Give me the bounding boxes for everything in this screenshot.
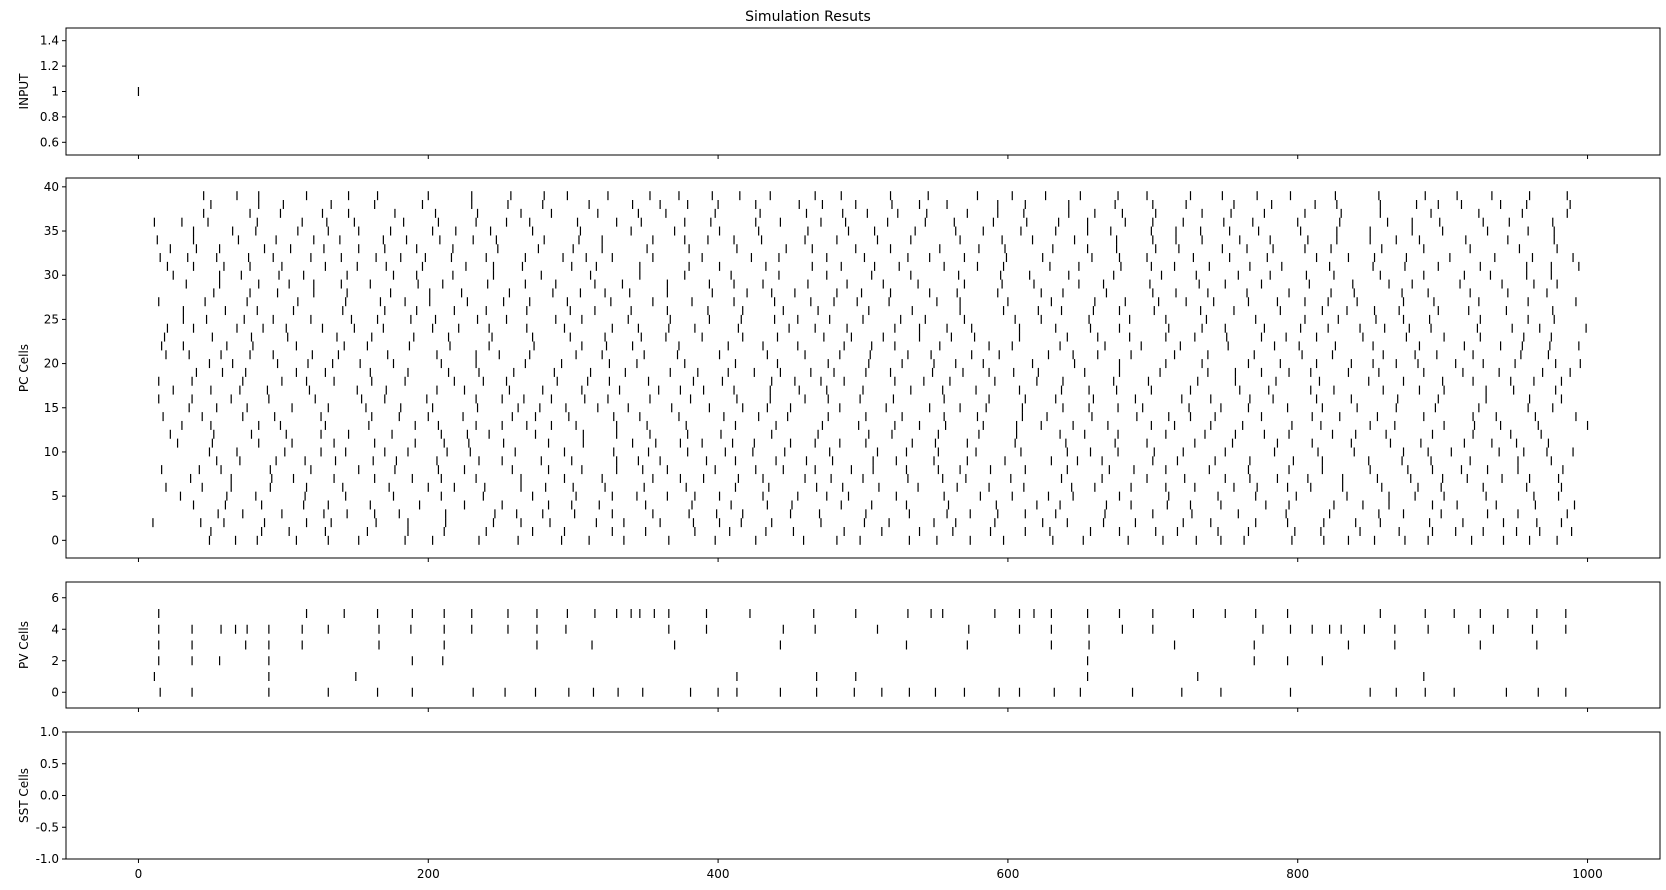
x-tick-label: 400 — [707, 867, 730, 881]
y-tick-label: 6 — [51, 591, 59, 605]
x-tick-label: 1000 — [1572, 867, 1603, 881]
y-tick-label: 35 — [44, 224, 59, 238]
y-axis-label: SST Cells — [17, 768, 31, 823]
y-tick-label: 40 — [44, 180, 59, 194]
y-tick-label: 1 — [51, 85, 59, 99]
x-tick-label: 600 — [996, 867, 1019, 881]
y-axis-label: PV Cells — [17, 621, 31, 669]
y-tick-label: 0 — [51, 533, 59, 547]
x-tick-label: 800 — [1286, 867, 1309, 881]
y-tick-label: 0.0 — [40, 789, 59, 803]
panel-pc-cells: 0 5 10 15 20 25 30 35 40 PC Cells — [17, 177, 1661, 562]
axes-frame — [65, 177, 1661, 559]
y-tick-label: 5 — [51, 489, 59, 503]
y-tick-label: 0 — [51, 685, 59, 699]
panel-input: 0.6 0.8 1 1.2 1.4 INPUT — [17, 27, 1661, 159]
panel-sst-cells: -1.0 -0.5 0.0 0.5 1.0 SST Cells 0 200 400 600 800 1… — [17, 725, 1661, 881]
y-tick-label: 2 — [51, 654, 59, 668]
panel-pv-cells: 0 2 4 6 PV Cells — [17, 581, 1661, 712]
y-tick-label: 0.6 — [40, 135, 59, 149]
spike-raster — [152, 191, 1589, 545]
spike-raster — [153, 609, 1567, 697]
x-tick-label: 0 — [135, 867, 143, 881]
y-axis-label: INPUT — [17, 73, 31, 110]
y-tick-label: 4 — [51, 622, 59, 636]
y-tick-label: 25 — [44, 312, 59, 326]
y-tick-label: 1.4 — [40, 34, 59, 48]
y-tick-label: 10 — [44, 445, 59, 459]
y-tick-label: 1.0 — [40, 725, 59, 739]
y-tick-label: -0.5 — [36, 820, 59, 834]
y-tick-label: 1.2 — [40, 59, 59, 73]
y-tick-label: 0.8 — [40, 110, 59, 124]
y-axis-label: PC Cells — [17, 344, 31, 392]
y-tick-label: -1.0 — [36, 852, 59, 866]
axes-frame — [65, 581, 1661, 709]
x-tick-label: 200 — [417, 867, 440, 881]
figure-title: Simulation Resuts — [745, 9, 871, 25]
y-tick-label: 15 — [44, 401, 59, 415]
y-tick-label: 20 — [44, 357, 59, 371]
y-tick-label: 30 — [44, 268, 59, 282]
y-tick-label: 0.5 — [40, 757, 59, 771]
